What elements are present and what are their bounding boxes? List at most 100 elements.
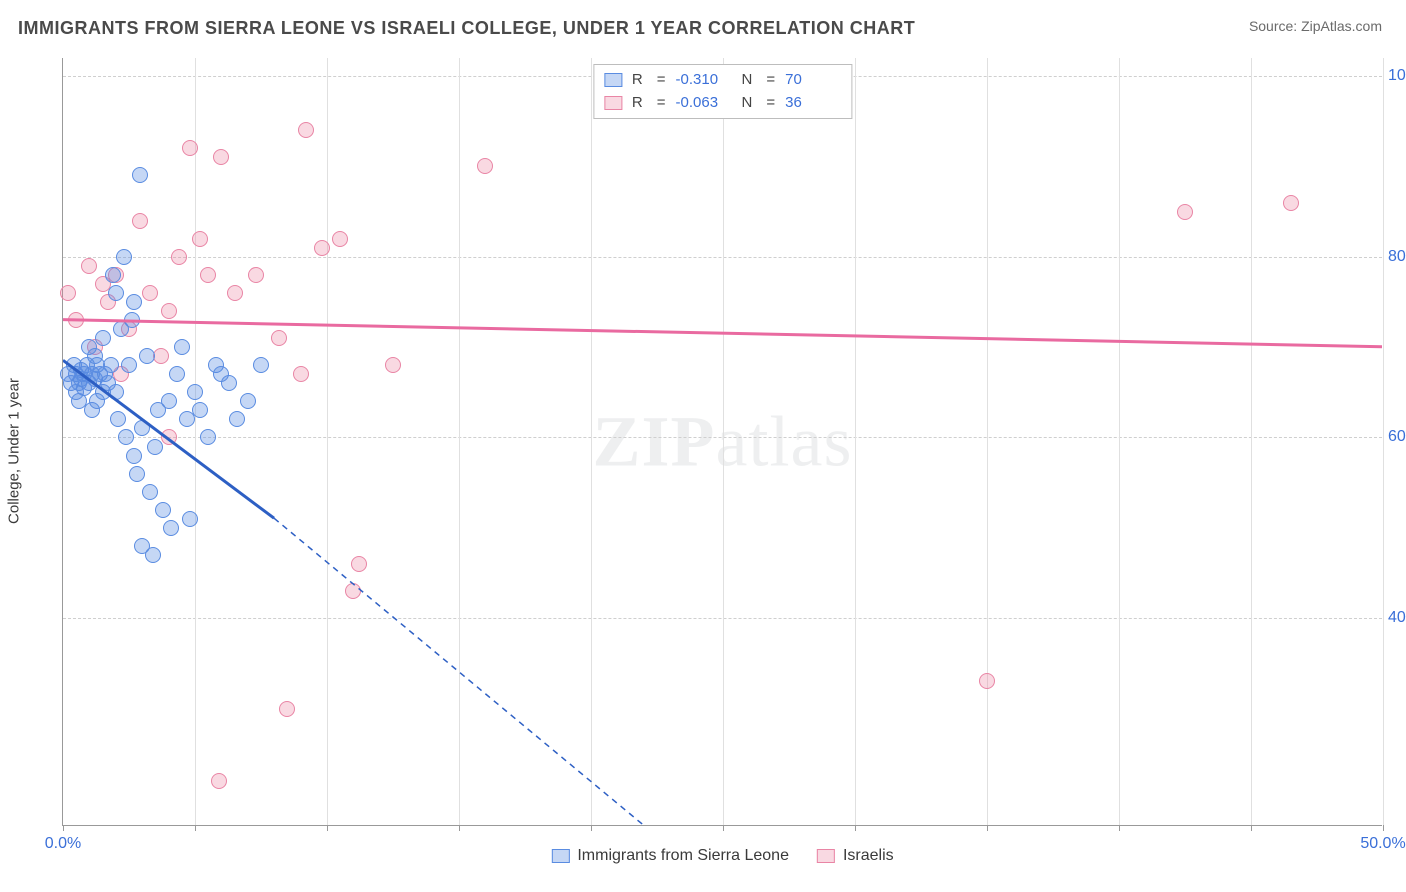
point-pink bbox=[279, 701, 295, 717]
point-pink bbox=[171, 249, 187, 265]
y-tick-label: 40.0% bbox=[1388, 609, 1406, 627]
point-pink bbox=[298, 122, 314, 138]
legend-n-label: N bbox=[742, 69, 753, 92]
gridline-v bbox=[1251, 58, 1252, 825]
point-pink bbox=[161, 303, 177, 319]
x-tick-mark bbox=[1383, 825, 1384, 831]
point-blue bbox=[187, 384, 203, 400]
point-blue bbox=[161, 393, 177, 409]
point-blue bbox=[95, 330, 111, 346]
gridline-v bbox=[1119, 58, 1120, 825]
y-axis-label: College, Under 1 year bbox=[6, 378, 23, 524]
point-blue bbox=[200, 429, 216, 445]
x-tick-mark bbox=[855, 825, 856, 831]
legend-swatch bbox=[551, 849, 569, 863]
point-pink bbox=[248, 267, 264, 283]
point-blue bbox=[145, 547, 161, 563]
point-blue bbox=[221, 375, 237, 391]
x-tick-mark bbox=[327, 825, 328, 831]
y-tick-label: 100.0% bbox=[1388, 67, 1406, 85]
legend-swatch bbox=[817, 849, 835, 863]
point-pink bbox=[293, 366, 309, 382]
y-tick-label: 60.0% bbox=[1388, 428, 1406, 446]
point-pink bbox=[142, 285, 158, 301]
source-text: Source: ZipAtlas.com bbox=[1249, 18, 1382, 34]
point-pink bbox=[60, 285, 76, 301]
correlation-legend: R=-0.310N=70R=-0.063N=36 bbox=[593, 64, 852, 119]
x-tick-mark bbox=[987, 825, 988, 831]
gridline-v bbox=[987, 58, 988, 825]
point-blue bbox=[240, 393, 256, 409]
point-pink bbox=[271, 330, 287, 346]
point-blue bbox=[108, 384, 124, 400]
legend-n-label: N bbox=[742, 92, 753, 115]
point-pink bbox=[1177, 204, 1193, 220]
legend-label: Israelis bbox=[843, 847, 894, 865]
point-pink bbox=[1283, 195, 1299, 211]
point-pink bbox=[132, 213, 148, 229]
plot-area: ZIPatlas R=-0.310N=70R=-0.063N=36 Immigr… bbox=[62, 58, 1382, 826]
point-blue bbox=[229, 411, 245, 427]
gridline-v bbox=[195, 58, 196, 825]
legend-item: Israelis bbox=[817, 847, 894, 865]
point-pink bbox=[477, 158, 493, 174]
point-blue bbox=[124, 312, 140, 328]
gridline-v bbox=[723, 58, 724, 825]
legend-row: R=-0.063N=36 bbox=[604, 92, 841, 115]
point-blue bbox=[121, 357, 137, 373]
point-pink bbox=[314, 240, 330, 256]
x-tick-label: 0.0% bbox=[45, 835, 81, 853]
point-blue bbox=[129, 466, 145, 482]
point-pink bbox=[385, 357, 401, 373]
point-pink bbox=[192, 231, 208, 247]
point-blue bbox=[132, 167, 148, 183]
legend-row: R=-0.310N=70 bbox=[604, 69, 841, 92]
legend-r-value: -0.063 bbox=[676, 92, 732, 115]
point-pink bbox=[211, 773, 227, 789]
series-legend: Immigrants from Sierra Leone Israelis bbox=[551, 847, 893, 865]
point-blue bbox=[118, 429, 134, 445]
gridline-v bbox=[591, 58, 592, 825]
point-blue bbox=[182, 511, 198, 527]
point-pink bbox=[979, 673, 995, 689]
point-pink bbox=[182, 140, 198, 156]
point-blue bbox=[147, 439, 163, 455]
point-blue bbox=[116, 249, 132, 265]
point-blue bbox=[142, 484, 158, 500]
y-tick-label: 80.0% bbox=[1388, 248, 1406, 266]
point-blue bbox=[192, 402, 208, 418]
point-blue bbox=[169, 366, 185, 382]
x-tick-label: 50.0% bbox=[1360, 835, 1405, 853]
point-blue bbox=[126, 294, 142, 310]
point-blue bbox=[105, 267, 121, 283]
point-blue bbox=[108, 285, 124, 301]
chart-container: College, Under 1 year ZIPatlas R=-0.310N… bbox=[18, 58, 1388, 844]
x-tick-mark bbox=[1251, 825, 1252, 831]
point-blue bbox=[253, 357, 269, 373]
point-blue bbox=[139, 348, 155, 364]
point-pink bbox=[332, 231, 348, 247]
point-pink bbox=[227, 285, 243, 301]
legend-n-value: 70 bbox=[785, 69, 841, 92]
x-tick-mark bbox=[63, 825, 64, 831]
x-tick-mark bbox=[195, 825, 196, 831]
legend-label: Immigrants from Sierra Leone bbox=[577, 847, 789, 865]
point-pink bbox=[345, 583, 361, 599]
point-pink bbox=[213, 149, 229, 165]
point-blue bbox=[174, 339, 190, 355]
gridline-v bbox=[459, 58, 460, 825]
x-tick-mark bbox=[591, 825, 592, 831]
x-tick-mark bbox=[459, 825, 460, 831]
point-pink bbox=[351, 556, 367, 572]
x-tick-mark bbox=[723, 825, 724, 831]
legend-swatch bbox=[604, 73, 622, 87]
point-blue bbox=[134, 420, 150, 436]
legend-item: Immigrants from Sierra Leone bbox=[551, 847, 789, 865]
legend-r-value: -0.310 bbox=[676, 69, 732, 92]
point-pink bbox=[68, 312, 84, 328]
gridline-v bbox=[855, 58, 856, 825]
chart-title: IMMIGRANTS FROM SIERRA LEONE VS ISRAELI … bbox=[18, 18, 915, 39]
point-blue bbox=[155, 502, 171, 518]
gridline-v bbox=[1383, 58, 1384, 825]
point-pink bbox=[200, 267, 216, 283]
